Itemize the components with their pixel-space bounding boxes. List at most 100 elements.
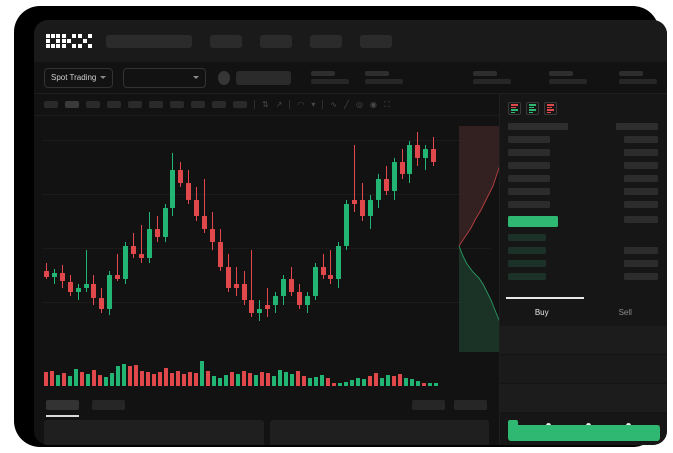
orderbook-bid-row[interactable]: [508, 234, 546, 241]
volume-bar: [434, 383, 438, 386]
orderbook-layout-toggles: [500, 94, 667, 121]
nav-item-3[interactable]: [360, 34, 392, 48]
interval-button-9[interactable]: [233, 101, 247, 108]
volume-bar: [200, 360, 204, 386]
candle-body: [123, 245, 128, 280]
interval-button-6[interactable]: [170, 101, 184, 108]
volume-bar: [158, 371, 162, 386]
orderbook-bid-size: [624, 273, 658, 280]
price-chart[interactable]: [34, 116, 510, 353]
interval-button-2[interactable]: [86, 101, 100, 108]
volume-chart: [34, 346, 499, 392]
interval-button-3[interactable]: [107, 101, 121, 108]
okx-logo-glyph-k: [62, 34, 76, 48]
bottom-panel-1[interactable]: [269, 420, 489, 445]
search-input[interactable]: [106, 34, 192, 48]
okx-logo[interactable]: [46, 34, 92, 48]
indicator-icon[interactable]: ↗: [275, 99, 283, 109]
bottom-tab-active-indicator: [46, 415, 79, 417]
orderbook-ask-size: [624, 175, 658, 182]
volume-bar: [248, 373, 252, 386]
volume-bar: [56, 374, 60, 386]
nav-item-0[interactable]: [210, 34, 242, 48]
orderbook-rows[interactable]: [500, 121, 667, 309]
compare-icon[interactable]: ◠: [297, 99, 305, 109]
volume-bar: [428, 383, 432, 386]
orderbook-ask-row[interactable]: [508, 201, 550, 208]
orderbook-bids-icon[interactable]: [526, 102, 539, 115]
order-field-1[interactable]: [500, 355, 667, 384]
nav-item-2[interactable]: [310, 34, 342, 48]
candle-body: [407, 145, 413, 175]
candle-wick: [251, 250, 253, 318]
bottom-action-1[interactable]: [454, 400, 487, 410]
orderbook-asks-icon[interactable]: [544, 102, 557, 115]
orderbook-column-header-price: [508, 123, 568, 130]
orderbook-last-price: [508, 216, 558, 227]
bottom-panel-0[interactable]: [44, 420, 264, 445]
orderbook-ask-row[interactable]: [508, 149, 550, 156]
submit-order-button[interactable]: [508, 425, 660, 441]
candle-body: [320, 266, 326, 276]
candle-body: [154, 229, 160, 238]
stat-value: [473, 79, 511, 84]
bottom-tab-0[interactable]: [46, 400, 79, 410]
trading-pair-selector[interactable]: [123, 67, 207, 88]
candle-wick: [322, 254, 324, 280]
interval-button-8[interactable]: [212, 101, 226, 108]
volume-bar: [374, 373, 378, 386]
interval-button-0[interactable]: [44, 101, 58, 108]
orderbook-ask-row[interactable]: [508, 175, 550, 182]
candle-body: [194, 199, 200, 217]
volume-bar: [296, 370, 300, 386]
bottom-panels: [34, 420, 499, 445]
orderbook-bid-row[interactable]: [508, 247, 546, 254]
app-viewport: Spot Trading: [34, 20, 667, 445]
volume-bar: [62, 373, 66, 386]
volume-bar: [320, 374, 324, 386]
interval-button-1[interactable]: [65, 101, 79, 108]
volume-bar: [362, 379, 366, 386]
chart-gridline: [42, 302, 491, 303]
chart-gridline: [42, 140, 491, 141]
volume-bar: [104, 376, 108, 386]
order-form-fields: [500, 326, 667, 413]
fullscreen-icon[interactable]: ⛶: [383, 99, 390, 109]
volume-bar: [350, 380, 354, 386]
chevron-down-icon[interactable]: ▾: [311, 99, 316, 109]
interval-button-7[interactable]: [191, 101, 205, 108]
interval-button-5[interactable]: [149, 101, 163, 108]
ruler-icon[interactable]: ╱: [344, 99, 349, 109]
volume-bar: [368, 375, 372, 386]
orderbook-both-icon[interactable]: [508, 102, 521, 115]
order-form-tabs: Buy Sell: [500, 299, 667, 325]
nav-item-1[interactable]: [260, 34, 292, 48]
toolbar-divider: [254, 100, 255, 109]
settings-icon[interactable]: ◉: [369, 99, 377, 109]
tab-buy[interactable]: Buy: [534, 308, 549, 317]
orderbook-bid-row[interactable]: [508, 273, 546, 280]
interval-button-4[interactable]: [128, 101, 142, 108]
toolbar-divider: [289, 100, 291, 109]
volume-bar: [182, 374, 186, 386]
candlestick-icon[interactable]: ⇅: [262, 99, 269, 109]
orderbook-ask-row[interactable]: [508, 162, 550, 169]
orderbook-ask-row[interactable]: [508, 136, 550, 143]
orderbook-bid-row[interactable]: [508, 260, 546, 267]
bottom-tab-1[interactable]: [92, 400, 125, 410]
camera-icon[interactable]: ◎: [355, 99, 363, 109]
orderbook-ask-row[interactable]: [508, 188, 550, 195]
volume-bar: [314, 376, 318, 386]
candle-wick: [140, 224, 142, 263]
trading-mode-selector[interactable]: Spot Trading: [44, 67, 114, 88]
order-field-2[interactable]: [500, 384, 667, 413]
candle-body: [138, 254, 144, 259]
volume-bar: [110, 373, 114, 386]
line-chart-icon[interactable]: ∿: [330, 99, 338, 109]
orderbook-depth-chart: [457, 124, 513, 356]
order-field-0[interactable]: [500, 326, 667, 355]
volume-bar: [80, 371, 84, 386]
bottom-action-0[interactable]: [412, 400, 445, 410]
stat-label: [549, 71, 573, 76]
tab-sell[interactable]: Sell: [618, 308, 632, 317]
